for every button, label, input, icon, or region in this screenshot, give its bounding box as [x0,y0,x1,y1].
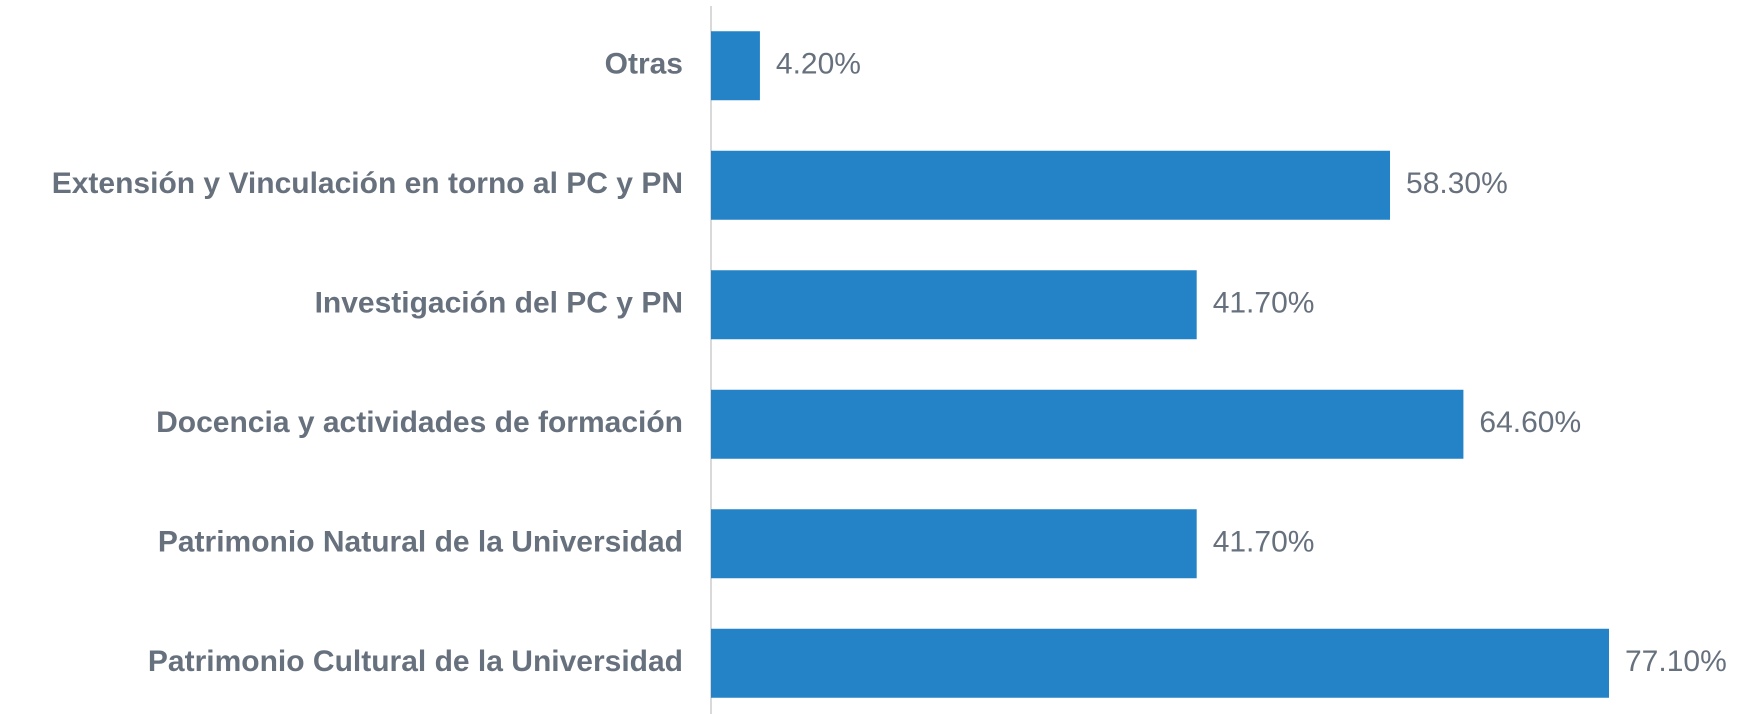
category-label: Extensión y Vinculación en torno al PC y… [52,167,683,200]
value-label: 41.70% [1213,287,1315,320]
value-label: 64.60% [1479,406,1581,439]
category-label: Patrimonio Cultural de la Universidad [148,645,683,678]
bar [711,628,1609,698]
category-label: Docencia y actividades de formación [156,406,683,439]
value-label: 77.10% [1625,645,1727,678]
bar [711,31,760,101]
bar [711,150,1391,220]
bar [711,270,1197,340]
category-label: Otras [605,48,683,81]
value-label: 58.30% [1406,167,1508,200]
category-label: Patrimonio Natural de la Universidad [158,526,683,559]
bar [711,389,1464,459]
value-label: 41.70% [1213,526,1315,559]
value-label: 4.20% [776,48,861,81]
bar [711,509,1197,579]
category-label: Investigación del PC y PN [315,287,683,320]
